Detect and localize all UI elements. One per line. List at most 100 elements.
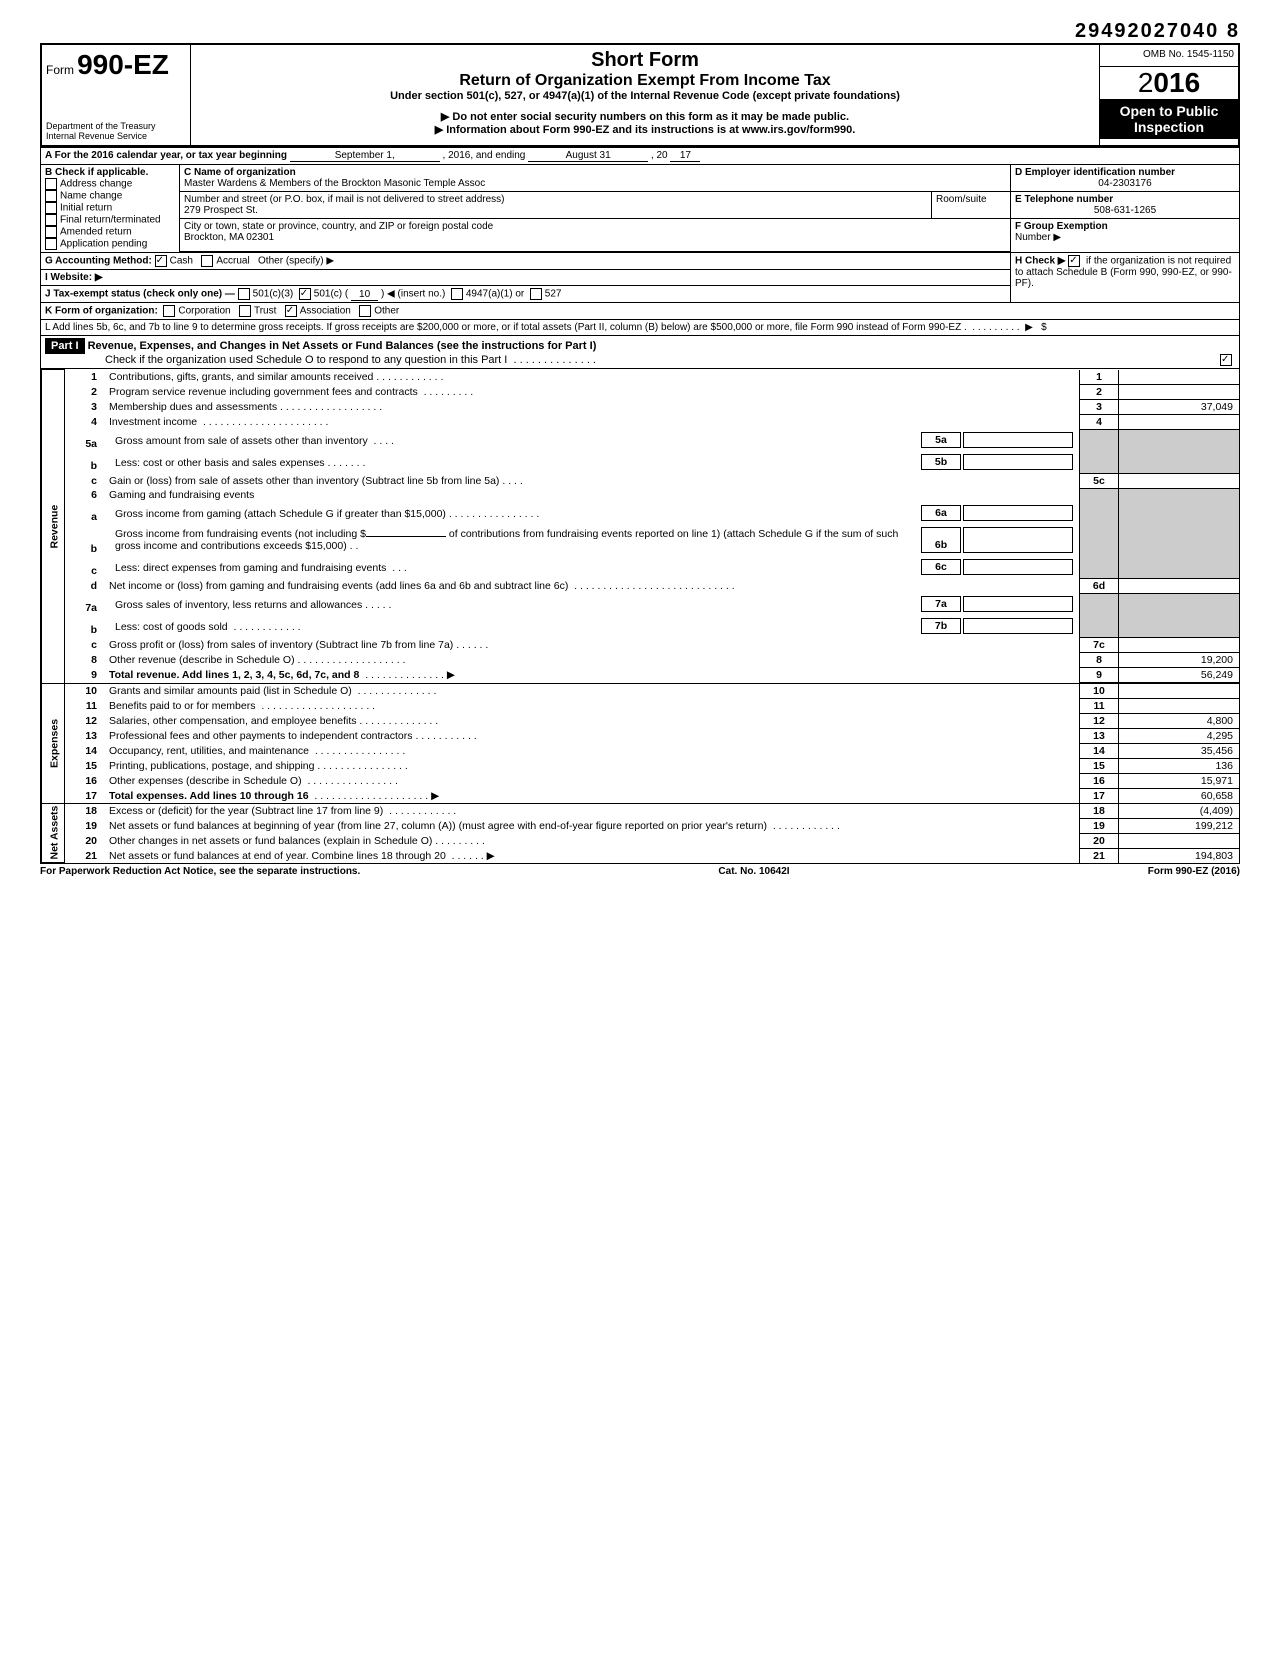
checkbox-other-org[interactable] <box>359 305 371 317</box>
checkbox-schedule-o[interactable] <box>1220 354 1232 366</box>
checkbox-4947[interactable] <box>451 288 463 300</box>
line-num: 17 <box>65 788 106 803</box>
part1-title: Revenue, Expenses, and Changes in Net As… <box>88 340 597 352</box>
line-val[interactable]: 199,212 <box>1119 818 1240 833</box>
line-val[interactable]: 194,803 <box>1119 848 1240 863</box>
line-val[interactable]: (4,409) <box>1119 803 1240 818</box>
line-num: 18 <box>65 803 106 818</box>
phone[interactable]: 508-631-1265 <box>1015 205 1235 216</box>
checkbox-address-change[interactable] <box>45 178 57 190</box>
line-num: 14 <box>65 743 106 758</box>
line-val[interactable] <box>1119 384 1240 399</box>
inner-box: 5a <box>921 432 961 448</box>
j-501c-num[interactable]: 10 <box>351 289 378 301</box>
line-box: 20 <box>1080 833 1119 848</box>
line-num: 7a <box>65 593 106 615</box>
line-text: Total revenue. Add lines 1, 2, 3, 4, 5c,… <box>105 667 1080 682</box>
title-return: Return of Organization Exempt From Incom… <box>195 72 1095 90</box>
open-public-1: Open to Public <box>1104 103 1234 119</box>
checkbox-501c[interactable] <box>299 288 311 300</box>
line-val[interactable]: 35,456 <box>1119 743 1240 758</box>
period-end-year[interactable]: 17 <box>670 150 700 162</box>
checkbox-schedule-b[interactable] <box>1068 255 1080 267</box>
inner-val[interactable] <box>963 505 1073 521</box>
line-text: Gross sales of inventory, less returns a… <box>105 593 1080 615</box>
inner-val[interactable] <box>963 527 1073 553</box>
b-label: B Check if applicable. <box>45 167 148 178</box>
line-box: 5c <box>1080 473 1119 488</box>
line-val[interactable]: 4,800 <box>1119 713 1240 728</box>
inner-val[interactable] <box>963 454 1073 470</box>
checkbox-cash[interactable] <box>155 255 167 267</box>
line-val[interactable]: 60,658 <box>1119 788 1240 803</box>
line-val-shaded <box>1119 593 1240 615</box>
street[interactable]: 279 Prospect St. <box>184 205 258 216</box>
footer-right: Form 990-EZ (2016) <box>1148 866 1240 877</box>
opt-initial-return: Initial return <box>60 203 112 214</box>
checkbox-initial-return[interactable] <box>45 202 57 214</box>
line-val[interactable]: 19,200 <box>1119 652 1240 667</box>
line-val[interactable]: 37,049 <box>1119 399 1240 414</box>
opt-application-pending: Application pending <box>60 239 147 250</box>
line-text: Benefits paid to or for members . . . . … <box>105 698 1080 713</box>
inner-box: 7b <box>921 618 961 634</box>
line-text: Salaries, other compensation, and employ… <box>105 713 1080 728</box>
checkbox-501c3[interactable] <box>238 288 250 300</box>
org-name[interactable]: Master Wardens & Members of the Brockton… <box>184 178 485 189</box>
line-num: 9 <box>65 667 106 682</box>
inner-val[interactable] <box>963 559 1073 575</box>
checkbox-amended-return[interactable] <box>45 226 57 238</box>
line-box: 4 <box>1080 414 1119 429</box>
checkbox-final-return[interactable] <box>45 214 57 226</box>
line-val-shaded <box>1119 502 1240 524</box>
checkbox-527[interactable] <box>530 288 542 300</box>
ein[interactable]: 04-2303176 <box>1015 178 1235 189</box>
line-val[interactable]: 56,249 <box>1119 667 1240 682</box>
line-text: Less: direct expenses from gaming and fu… <box>105 556 1080 578</box>
line-val[interactable] <box>1119 833 1240 848</box>
line-val[interactable] <box>1119 637 1240 652</box>
g-accrual: Accrual <box>216 256 249 267</box>
line-box: 12 <box>1080 713 1119 728</box>
sidebar-net-assets: Net Assets <box>42 803 65 863</box>
h-label: H Check ▶ <box>1015 256 1065 267</box>
j-label: J Tax-exempt status (check only one) — <box>45 289 235 300</box>
line-val[interactable]: 15,971 <box>1119 773 1240 788</box>
inner-val[interactable] <box>963 432 1073 448</box>
line-val[interactable]: 4,295 <box>1119 728 1240 743</box>
period-begin[interactable]: September 1, <box>290 150 440 162</box>
line-text: Net assets or fund balances at end of ye… <box>105 848 1080 863</box>
dept-treasury: Department of the Treasury <box>46 121 186 131</box>
checkbox-corporation[interactable] <box>163 305 175 317</box>
line-val[interactable] <box>1119 698 1240 713</box>
checkbox-application-pending[interactable] <box>45 238 57 250</box>
inner-val[interactable] <box>963 596 1073 612</box>
line-text: Professional fees and other payments to … <box>105 728 1080 743</box>
period-end-month[interactable]: August 31 <box>528 150 648 162</box>
checkbox-name-change[interactable] <box>45 190 57 202</box>
line-text: Printing, publications, postage, and shi… <box>105 758 1080 773</box>
checkbox-trust[interactable] <box>239 305 251 317</box>
line-num: c <box>65 637 106 652</box>
checkbox-accrual[interactable] <box>201 255 213 267</box>
line-val[interactable] <box>1119 370 1240 385</box>
line-text: Total expenses. Add lines 10 through 16 … <box>105 788 1080 803</box>
dept-irs: Internal Revenue Service <box>46 131 186 141</box>
inner-box: 6c <box>921 559 961 575</box>
omb-number: OMB No. 1545-1150 <box>1100 44 1240 66</box>
line-num: 20 <box>65 833 106 848</box>
checkbox-association[interactable] <box>285 305 297 317</box>
line-text: Gain or (loss) from sale of assets other… <box>105 473 1080 488</box>
line-num: 6 <box>65 488 106 502</box>
line-val[interactable] <box>1119 414 1240 429</box>
line-val[interactable] <box>1119 473 1240 488</box>
inner-val[interactable] <box>963 618 1073 634</box>
inner-box: 6b <box>921 527 961 553</box>
city[interactable]: Brockton, MA 02301 <box>184 232 274 243</box>
line-val[interactable] <box>1119 578 1240 593</box>
line-text: Other expenses (describe in Schedule O) … <box>105 773 1080 788</box>
line-text: Contributions, gifts, grants, and simila… <box>105 370 1080 385</box>
line-val[interactable]: 136 <box>1119 758 1240 773</box>
line-text: Other revenue (describe in Schedule O) .… <box>105 652 1080 667</box>
line-val[interactable] <box>1119 683 1240 698</box>
